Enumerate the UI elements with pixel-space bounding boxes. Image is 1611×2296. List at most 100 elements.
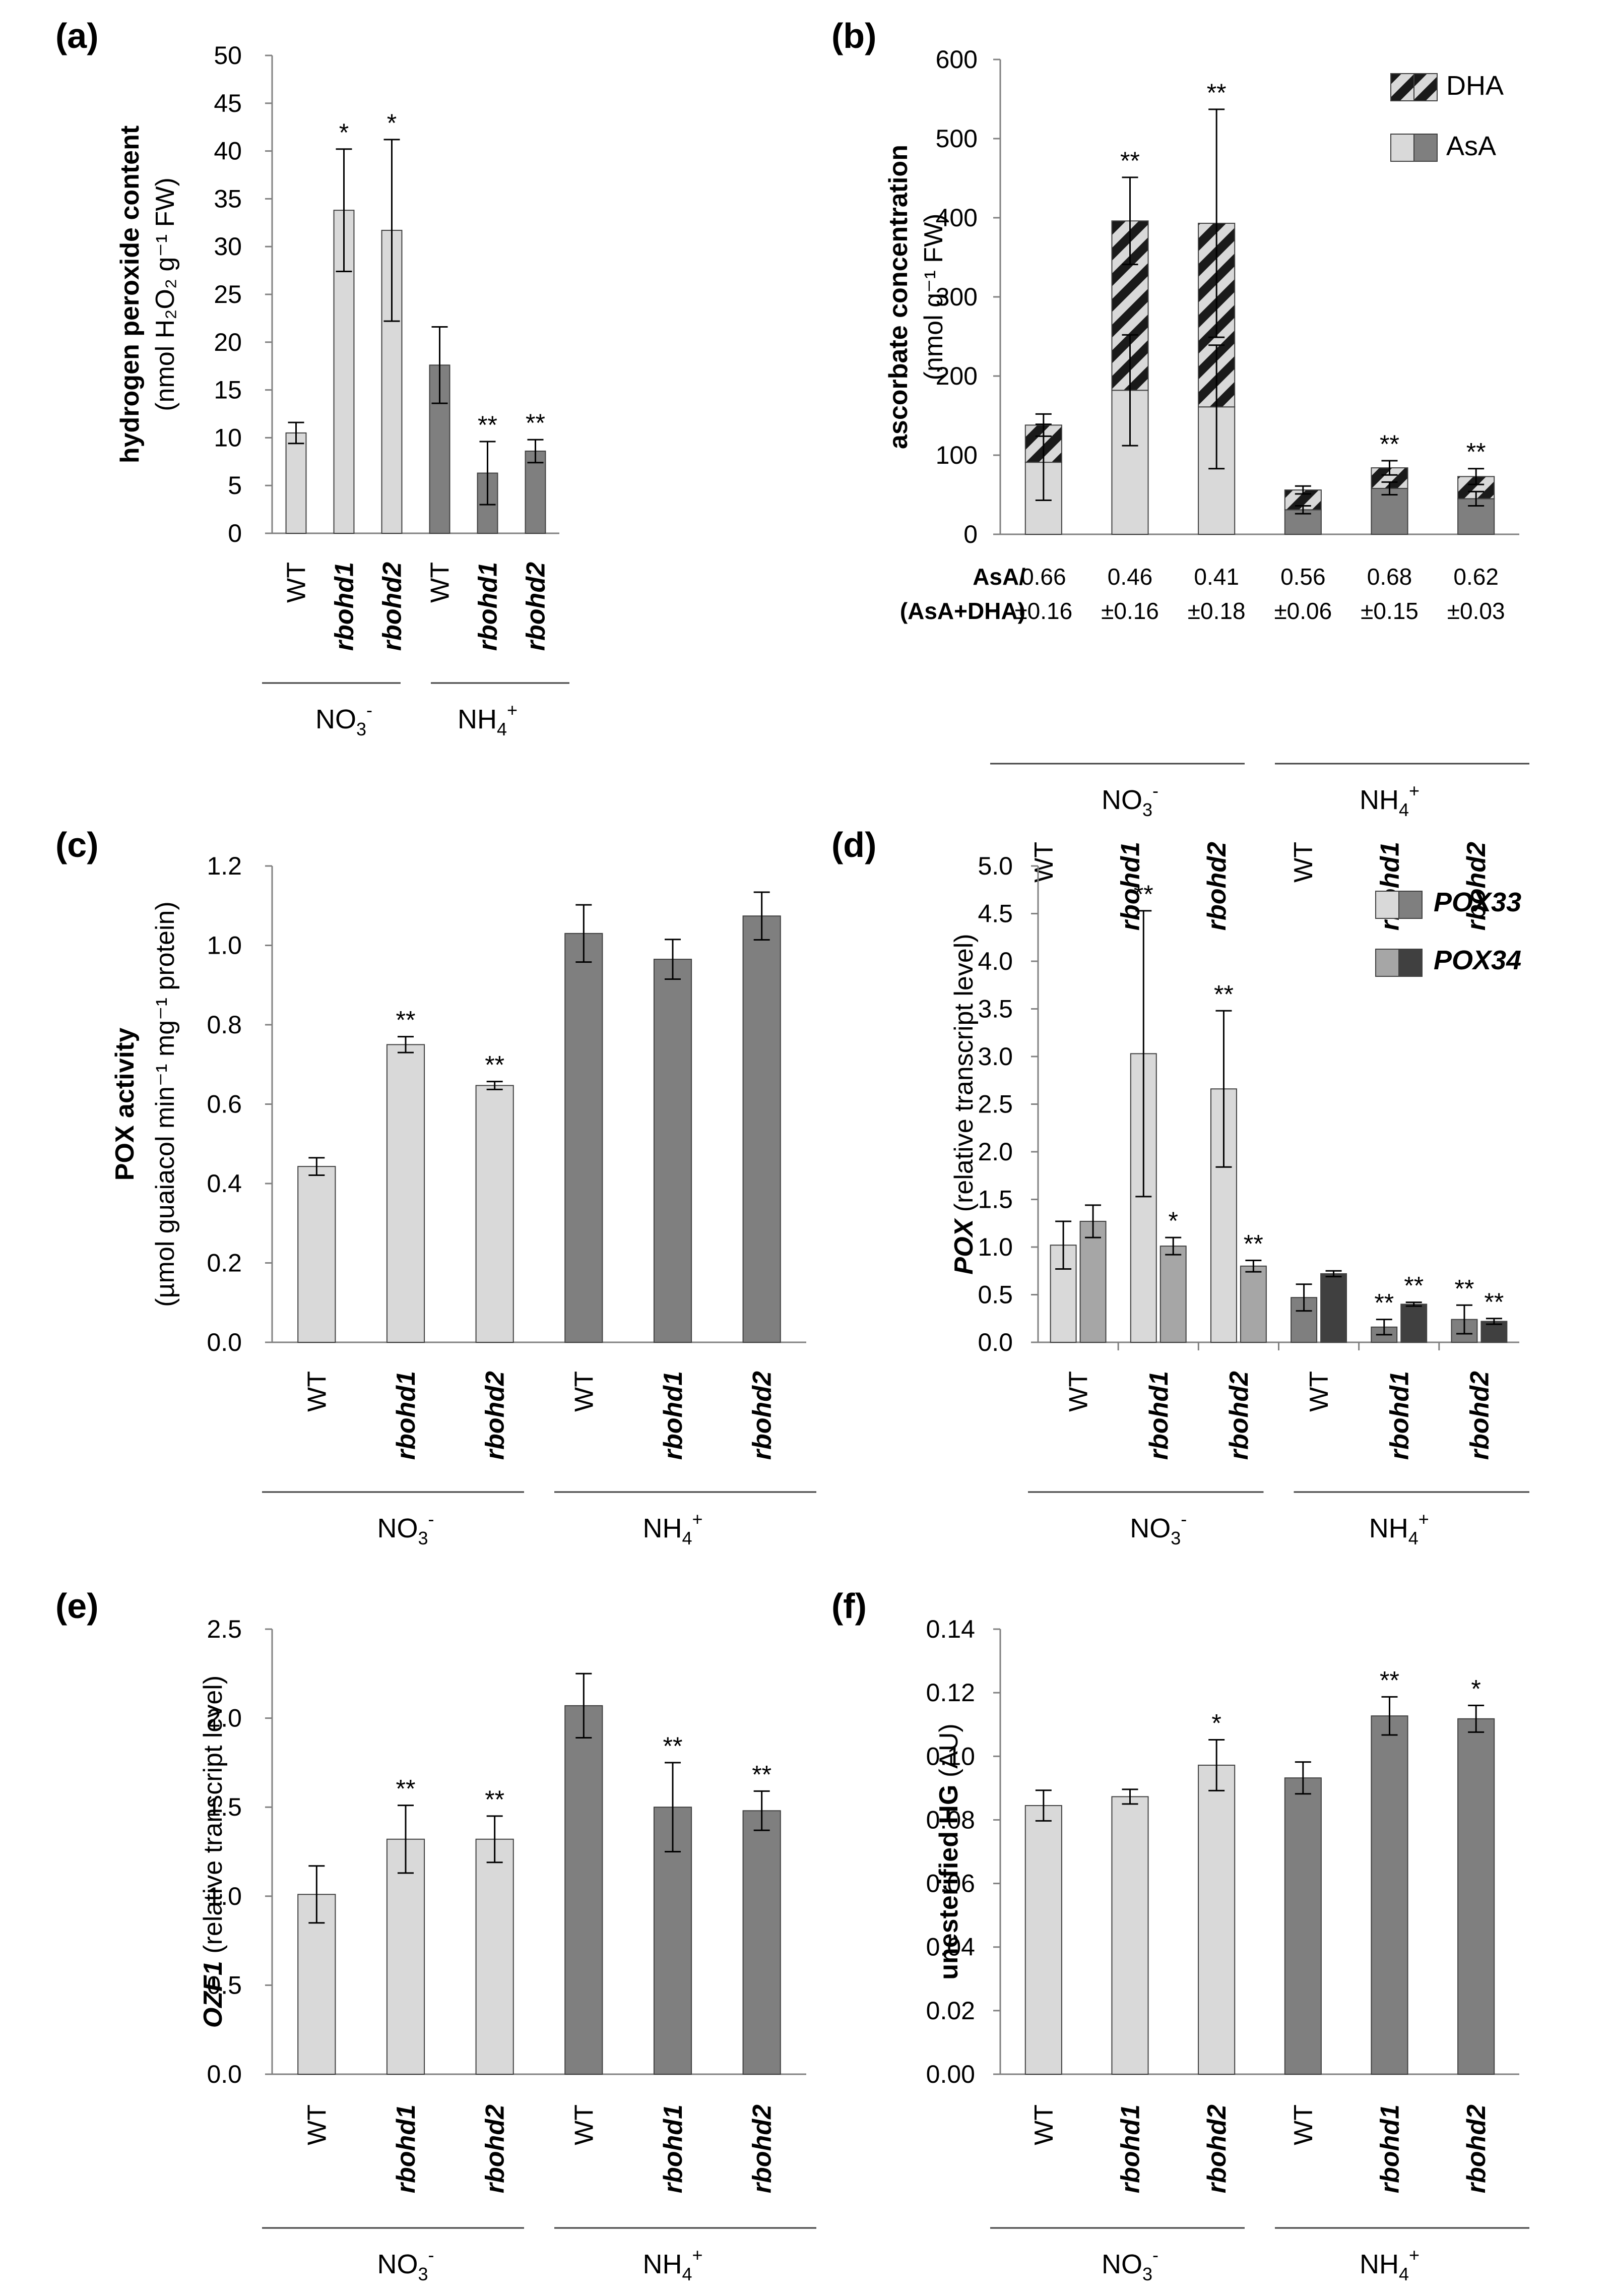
ratio-label: (AsA+DHA) (900, 598, 1025, 624)
x-category-label: rbohd2 (481, 1371, 510, 1460)
y-tick-label: 0.08 (926, 1806, 975, 1834)
group-base: NO (315, 704, 356, 734)
ratio-sd: ±0.06 (1274, 598, 1332, 624)
ratio-sd: ±0.15 (1361, 598, 1419, 624)
y-tick-label: 35 (214, 184, 242, 213)
group-base: NH (642, 2249, 682, 2279)
group-sub: 4 (682, 1528, 692, 1548)
bar (1198, 1764, 1236, 2075)
group-sub: 3 (1142, 2264, 1152, 2284)
y-tick-label: 1.5 (978, 1186, 1013, 1214)
error-bar (479, 441, 496, 506)
y-tick-label: 1.0 (207, 1882, 242, 1910)
significance-marker: * (1471, 1674, 1480, 1703)
significance-marker: ** (485, 1051, 504, 1079)
y-axis-title: POX (relative transcript level) (949, 934, 979, 1274)
chart-d: (d) 0.0 0.5 1.0 1.5 2.0 2.5 3.0 3.5 4.0 4.5 5.0 POX … (831, 825, 1529, 1548)
group-sub: 3 (1171, 1528, 1181, 1548)
y-tick-label: 4.0 (978, 947, 1013, 975)
group-label-nh4: NH4+ (1360, 2245, 1420, 2284)
x-category-label: rbohd2 (1462, 842, 1491, 930)
y-tick-label: 0.2 (207, 1249, 242, 1277)
legend-swatch-dha (1390, 73, 1414, 101)
bar (475, 1085, 514, 1343)
ratio-mean: 0.56 (1280, 564, 1326, 590)
chart-c: (c) 0.0 0.2 0.4 0.6 0.8 1.0 1.2 POX activity (µmo… (55, 825, 816, 1548)
bar (297, 1166, 336, 1343)
y-tick-label: 0.00 (926, 2060, 975, 2088)
y-tick-label: 0.10 (926, 1742, 975, 1770)
group-sup: - (428, 1509, 434, 1529)
group-sup: - (1152, 2245, 1158, 2265)
legend-swatch (1398, 949, 1423, 977)
bar (1457, 1718, 1495, 2075)
error-bar (1135, 910, 1152, 1198)
y-axis-unit: (relative transcript level) (199, 1676, 228, 1961)
bar-asa (1457, 498, 1495, 535)
error-bar (665, 1762, 681, 1852)
x-category-label: rbohd1 (1376, 2104, 1405, 2193)
y-axis-unit: (nmol g⁻¹ FW) (919, 214, 948, 381)
y-tick-label: 0.6 (207, 1090, 242, 1119)
error-bar (1245, 1259, 1262, 1273)
error-bar-asa (1122, 334, 1138, 447)
group-sup: + (507, 700, 518, 720)
group-sub: 4 (1408, 1528, 1419, 1548)
x-category-label: rbohd1 (1144, 1371, 1174, 1460)
legend-label: AsA (1446, 131, 1496, 161)
legend-swatch-asa (1390, 134, 1414, 162)
significance-marker: ** (752, 1760, 771, 1788)
group-sup: + (1409, 780, 1420, 801)
y-tick-label: 0.8 (207, 1011, 242, 1039)
y-tick-label: 0.4 (207, 1169, 242, 1198)
x-category-label: WT (569, 2104, 599, 2145)
group-label-nh4: NH4+ (1360, 780, 1420, 820)
error-bar (1085, 1204, 1102, 1238)
ratio-label: AsA/ (973, 564, 1025, 590)
error-bar (1405, 1301, 1422, 1307)
group-base: NO (1102, 2249, 1142, 2279)
y-tick-label: 500 (936, 125, 978, 153)
panel-label: (b) (831, 16, 876, 55)
significance-marker: ** (1380, 430, 1399, 458)
y-tick-label: 0.06 (926, 1870, 975, 1898)
bar (386, 1044, 425, 1343)
x-category-label: WT (1289, 2104, 1318, 2145)
ratio-mean: 0.41 (1194, 564, 1239, 590)
group-label-no3: NO3- (377, 1509, 434, 1548)
x-category-label: WT (1305, 1371, 1334, 1412)
group-sup: - (428, 2245, 434, 2265)
chart-f: (f) 0.00 0.02 0.04 0.06 0.08 0.10 0.12 0.14 unest… (831, 1586, 1529, 2284)
y-axis-title: OZF1 (relative transcript level) (199, 1676, 228, 2028)
x-category-label: WT (282, 562, 311, 603)
significance-marker: ** (1484, 1288, 1504, 1316)
y-tick-label: 600 (936, 45, 978, 74)
group-base: NO (1130, 1513, 1171, 1543)
x-category-label: WT (302, 1371, 332, 1412)
panel-label: (e) (55, 1586, 99, 1626)
error-bar (486, 1815, 503, 1864)
error-bar (1295, 1761, 1311, 1795)
error-bar (527, 439, 544, 464)
y-axis-gene: POX (949, 1217, 979, 1274)
significance-marker: ** (1380, 1666, 1399, 1694)
y-tick-label: 0.0 (207, 1328, 242, 1356)
error-bar (1122, 1788, 1138, 1805)
bar-pox34 (1079, 1220, 1107, 1343)
group-sub: 3 (356, 719, 366, 739)
x-category-label: rbohd2 (1465, 1371, 1494, 1460)
significance-marker: * (387, 109, 397, 137)
legend-label: POX33 (1434, 887, 1521, 917)
error-bar-total (1295, 485, 1311, 495)
bar (564, 1705, 603, 2075)
y-tick-label: 0.12 (926, 1679, 975, 1707)
x-category-label: WT (426, 562, 455, 603)
bar (1024, 1805, 1062, 2075)
significance-marker: ** (396, 1775, 416, 1803)
x-category-label: rbohd2 (748, 1371, 777, 1460)
y-axis-title: hydrogen peroxide content (115, 126, 145, 463)
x-category-label: WT (1029, 2104, 1059, 2145)
error-bar (1165, 1236, 1182, 1256)
significance-marker: ** (663, 1732, 683, 1760)
y-tick-label: 1.5 (207, 1793, 242, 1821)
